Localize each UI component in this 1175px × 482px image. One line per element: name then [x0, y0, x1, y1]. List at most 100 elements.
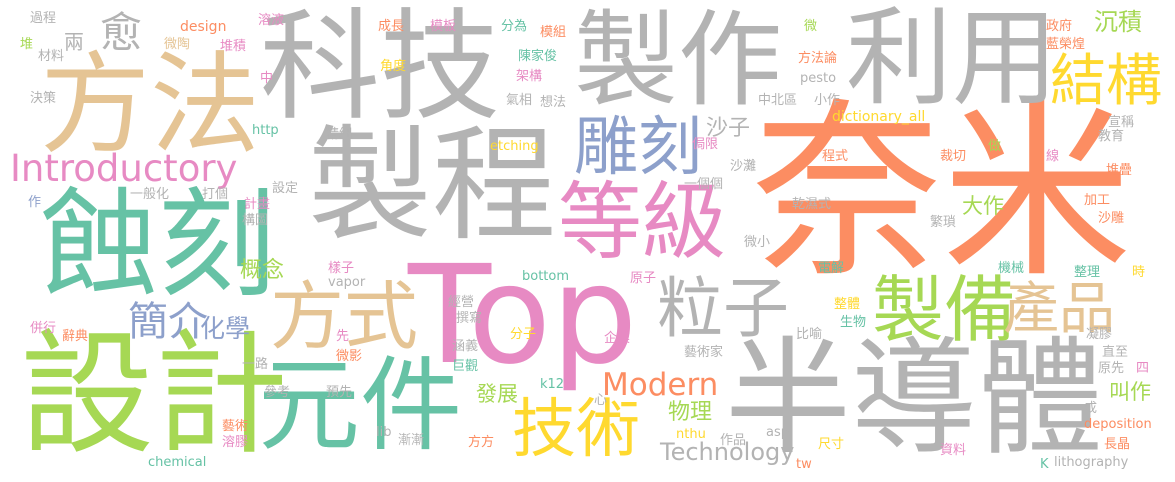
word-juguan: 巨觀 — [452, 359, 479, 374]
word-shatan: 沙灘 — [730, 159, 757, 174]
word-zhuanxie: 撰寫 — [456, 311, 483, 326]
word-weixiao: 微小 — [744, 235, 771, 250]
word-qiye: 企業 — [604, 331, 631, 346]
word-wuli: 物理 — [668, 400, 713, 425]
word-liang: 兩 — [64, 30, 84, 54]
word-k12: k12 — [540, 377, 565, 392]
word-pesto: pesto — [800, 71, 837, 86]
word-chengzhang: 成長 — [378, 19, 405, 34]
word-hanyi: 涵義 — [452, 339, 479, 354]
word-asp: asp — [766, 425, 789, 440]
word-chengshi: 程式 — [822, 149, 849, 164]
word-caiqie: 裁切 — [940, 149, 967, 164]
word-zhengti: 整體 — [834, 297, 861, 312]
word-nthu: nthu — [676, 427, 706, 442]
word-shazi: 沙子 — [706, 116, 751, 141]
word-goutu: 構圖 — [242, 213, 269, 228]
word-rongye: 溶液 — [258, 13, 285, 28]
word-cankao: 參考 — [264, 385, 291, 400]
word-introductory: Introductory — [10, 147, 238, 190]
word-yangzi: 樣子 — [328, 261, 355, 276]
word-dui: 堆 — [20, 37, 34, 52]
word-vapor: vapor — [328, 275, 366, 290]
word-etching: etching — [490, 139, 539, 154]
word-zuo2: 作 — [28, 195, 42, 210]
word-yuxian: 預先 — [326, 385, 353, 400]
word-jiaozuo: 叫作 — [1109, 380, 1151, 404]
word-jishu: 技術 — [512, 393, 640, 467]
word-shi: 時 — [1132, 265, 1146, 280]
word-cheng: 成 — [1084, 401, 1098, 416]
word-jihua: 計畫 — [244, 197, 271, 212]
word-xian2: 先 — [336, 329, 350, 344]
word-zhangjing: 長晶 — [1104, 437, 1131, 452]
word-design: design — [180, 19, 227, 35]
word-xin: 心 — [594, 393, 608, 408]
word-dictionary: dictionary_all — [832, 109, 926, 125]
word-fangfang: 方方 — [468, 435, 495, 450]
word-lib: lib — [376, 425, 392, 440]
word-yuanzi: 原子 — [630, 271, 657, 286]
word-yilu: 一路 — [242, 357, 269, 372]
word-tw: tw — [796, 457, 812, 472]
word-dianjie: 電解 — [818, 261, 845, 276]
word-fangfalun: 方法論 — [798, 51, 838, 66]
word-shengwu: 生物 — [840, 315, 867, 330]
word-duiji: 堆積 — [220, 39, 247, 54]
word-moban: 模板 — [430, 19, 457, 34]
word-weiying: 微影 — [336, 349, 363, 364]
word-k: K — [1040, 457, 1049, 472]
word-lanronghuang: 藍榮煌 — [1046, 37, 1086, 52]
word-zuopin: 作品 — [720, 433, 747, 448]
word-xiangfa: 想法 — [540, 95, 567, 110]
word-juece: 決策 — [30, 91, 57, 106]
word-chicun: 尺寸 — [818, 437, 845, 452]
word-fangshi: 方式 — [270, 274, 418, 360]
word-deposition: deposition — [1084, 417, 1152, 432]
word-zhizhi: 直至 — [1102, 345, 1129, 360]
word-xiaozuo: 小作 — [814, 93, 841, 108]
word-jiaodu: 角度 — [380, 59, 407, 74]
word-yuanjian: 元件 — [258, 347, 462, 466]
word-dengji: 等級 — [558, 173, 727, 271]
word-keji: 科技 — [260, 0, 500, 137]
word-jingxi: 精細 — [326, 127, 353, 142]
word-technology: Technology — [660, 438, 795, 466]
word-chenji: 沉積 — [1094, 8, 1142, 36]
word-yuanxian: 原先 — [1098, 361, 1125, 376]
word-top: Top — [408, 237, 638, 395]
word-wei: 微 — [804, 19, 818, 34]
word-zhong: 中 — [260, 71, 274, 86]
word-cailiao: 材料 — [38, 49, 65, 64]
word-lizi: 粒子 — [657, 270, 789, 347]
word-fenzi: 分子 — [510, 327, 537, 342]
word-jianjian: 漸漸 — [398, 433, 425, 448]
word-si: 四 — [1136, 361, 1150, 376]
word-jiaoyu: 教育 — [1098, 129, 1125, 144]
word-yishu: 藝術 — [222, 419, 249, 434]
word-nano: 奈米 — [752, 82, 1133, 303]
word-zhibei: 製備 — [872, 268, 1017, 352]
word-qixiang: 氣相 — [506, 93, 533, 108]
word-ziliao: 資料 — [940, 443, 967, 458]
word-jiagou: 架構 — [516, 69, 543, 84]
word-jianjie: 簡介 — [128, 299, 208, 345]
word-zhengli: 整理 — [1074, 265, 1101, 280]
word-chenjiajun: 陳家俊 — [518, 49, 558, 64]
word-guocheng: 過程 — [30, 11, 57, 26]
word-diaoke: 雕刻 — [574, 111, 702, 185]
word-huaxue: 化學 — [200, 314, 251, 343]
word-shadiao: 沙雕 — [1098, 211, 1125, 226]
word-dazuo: 大作 — [962, 194, 1004, 218]
word-shike: 蝕刻 — [40, 176, 277, 314]
word-gainian: 概念 — [240, 258, 285, 283]
word-ganshishi: 乾濕式 — [792, 197, 832, 212]
word-jiagong: 加工 — [1084, 193, 1111, 208]
word-chanpin: 產品 — [1003, 277, 1115, 342]
word-xian: 線 — [1046, 149, 1060, 164]
word-ningjiao: 凝膠 — [1086, 327, 1113, 342]
word-sheji: 設計 — [20, 317, 289, 473]
word-weitao: 微陶 — [164, 37, 191, 52]
word-yu: 愈 — [100, 8, 143, 57]
